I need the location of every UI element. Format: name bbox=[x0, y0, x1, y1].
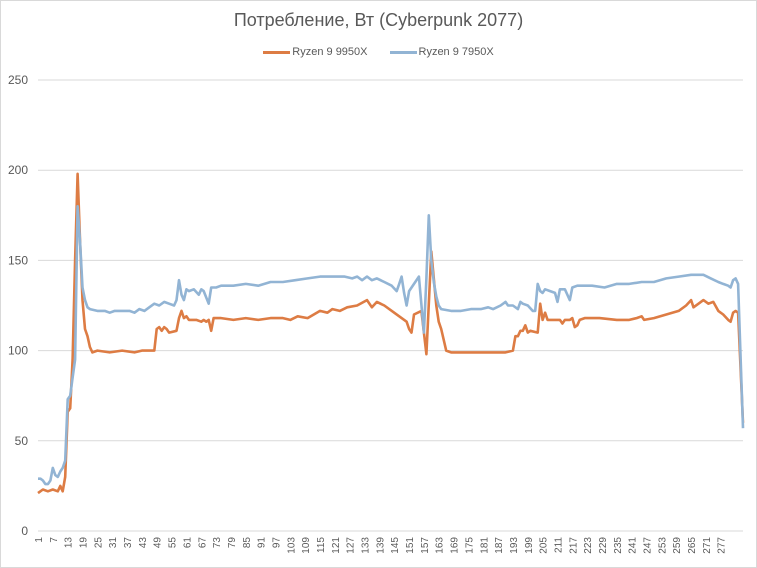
x-tick-label: 67 bbox=[197, 537, 208, 549]
x-tick-label: 211 bbox=[553, 537, 564, 553]
x-tick-label: 31 bbox=[108, 537, 119, 549]
x-tick-label: 49 bbox=[153, 537, 164, 549]
x-tick-label: 73 bbox=[212, 537, 223, 549]
y-tick-label: 200 bbox=[8, 163, 28, 177]
x-tick-label: 181 bbox=[479, 537, 490, 554]
x-tick-label: 37 bbox=[123, 537, 134, 549]
x-tick-label: 7 bbox=[49, 537, 60, 543]
x-tick-label: 229 bbox=[598, 537, 609, 554]
x-tick-label: 43 bbox=[138, 537, 149, 549]
y-tick-label: 150 bbox=[8, 253, 28, 267]
x-tick-label: 205 bbox=[539, 537, 550, 554]
x-tick-label: 253 bbox=[657, 537, 668, 554]
x-tick-label: 25 bbox=[93, 537, 104, 549]
legend-label-9950x: Ryzen 9 9950X bbox=[292, 46, 368, 58]
x-tick-label: 193 bbox=[509, 537, 520, 554]
x-tick-label: 187 bbox=[494, 537, 505, 554]
x-tick-label: 127 bbox=[346, 537, 357, 554]
x-tick-label: 103 bbox=[286, 537, 297, 554]
legend-label-7950x: Ryzen 9 7950X bbox=[418, 46, 494, 58]
x-tick-label: 139 bbox=[375, 537, 386, 554]
x-tick-label: 133 bbox=[361, 537, 372, 554]
legend-item-9950x: Ryzen 9 9950X bbox=[263, 46, 368, 58]
x-tick-label: 265 bbox=[687, 537, 698, 554]
y-tick-label: 250 bbox=[8, 73, 28, 87]
x-tick-label: 19 bbox=[79, 537, 90, 549]
x-tick-label: 91 bbox=[257, 537, 268, 549]
x-tick-label: 277 bbox=[717, 537, 728, 554]
x-tick-label: 121 bbox=[331, 537, 342, 554]
series-line-7950x bbox=[38, 205, 745, 486]
x-tick-label: 109 bbox=[301, 537, 312, 554]
x-tick-label: 61 bbox=[182, 537, 193, 549]
x-tick-label: 55 bbox=[168, 537, 179, 549]
x-tick-label: 13 bbox=[64, 537, 75, 549]
chart-title: Потребление, Вт (Cyberpunk 2077) bbox=[233, 10, 524, 30]
x-tick-label: 115 bbox=[316, 537, 327, 553]
x-tick-label: 169 bbox=[450, 537, 461, 554]
x-tick-label: 85 bbox=[242, 537, 253, 549]
x-tick-label: 271 bbox=[702, 537, 713, 554]
x-tick-label: 1 bbox=[34, 537, 45, 543]
chart-legend: Ryzen 9 9950X Ryzen 9 7950X bbox=[0, 46, 757, 58]
x-tick-label: 145 bbox=[390, 537, 401, 554]
y-tick-label: 50 bbox=[15, 434, 29, 448]
x-tick-label: 217 bbox=[568, 537, 579, 554]
legend-swatch-9950x bbox=[263, 50, 291, 54]
x-tick-label: 79 bbox=[227, 537, 238, 549]
x-tick-label: 199 bbox=[524, 537, 535, 554]
x-tick-label: 163 bbox=[435, 537, 446, 554]
y-tick-label: 100 bbox=[8, 344, 28, 358]
series-line-9950x bbox=[37, 172, 745, 495]
y-tick-label: 0 bbox=[21, 524, 28, 538]
x-tick-label: 151 bbox=[405, 537, 416, 554]
legend-swatch-7950x bbox=[389, 50, 417, 54]
x-tick-label: 241 bbox=[628, 537, 639, 554]
x-tick-label: 97 bbox=[271, 537, 282, 549]
x-tick-label: 235 bbox=[613, 537, 624, 554]
x-tick-label: 223 bbox=[583, 537, 594, 554]
x-tick-label: 259 bbox=[672, 537, 683, 554]
x-tick-label: 175 bbox=[464, 537, 475, 554]
x-tick-label: 247 bbox=[643, 537, 654, 554]
legend-item-7950x: Ryzen 9 7950X bbox=[389, 46, 494, 58]
x-tick-label: 157 bbox=[420, 537, 431, 554]
